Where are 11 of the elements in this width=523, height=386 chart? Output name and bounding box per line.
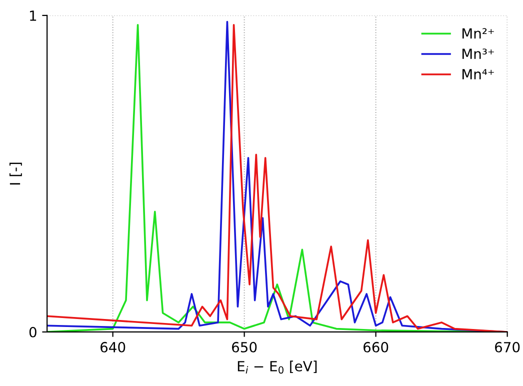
legend-label: Mn²⁺ [462, 28, 494, 38]
legend-label: Mn⁴⁺ [462, 69, 494, 80]
x-tick-label: 640 [100, 342, 126, 352]
x-axis-title: E$_{i}$ − E$_{0}$ [eV] [238, 360, 317, 374]
y-tick-label: 1 [30, 10, 36, 21]
x-tick-label: 660 [364, 342, 388, 352]
y-tick-label: 0 [29, 326, 36, 338]
legend-label: Mn³⁺ [462, 48, 494, 59]
x-tick-label: 670 [495, 342, 520, 352]
y-axis-title: I [-] [10, 162, 22, 185]
x-tick-label: 650 [232, 342, 257, 352]
